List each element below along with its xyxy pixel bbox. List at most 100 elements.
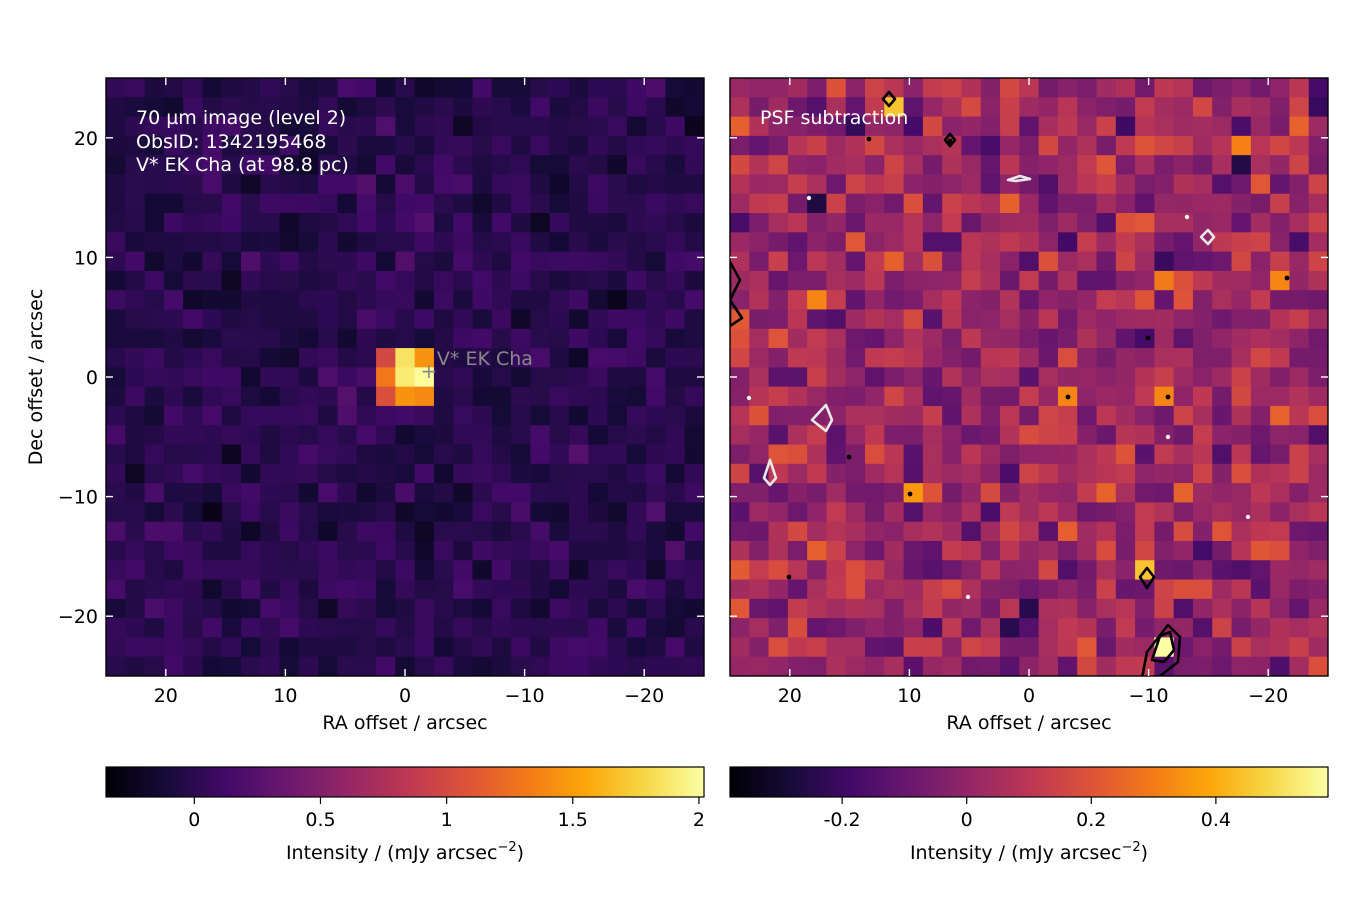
heatmap-pixel (260, 290, 281, 311)
heatmap-pixel (279, 97, 300, 118)
heatmap-pixel (414, 405, 435, 426)
heatmap-pixel (588, 463, 609, 484)
heatmap-pixel (1057, 251, 1078, 272)
heatmap-pixel (980, 174, 1001, 195)
heatmap-pixel (730, 405, 750, 426)
heatmap-pixel (1115, 444, 1136, 465)
heatmap-pixel (1096, 560, 1117, 581)
heatmap-pixel (1250, 502, 1271, 523)
heatmap-pixel (453, 405, 474, 426)
heatmap-pixel (433, 270, 454, 291)
heatmap-pixel (1000, 425, 1020, 446)
heatmap-pixel (942, 444, 963, 465)
heatmap-pixel (845, 232, 866, 253)
psf-annotation: PSF subtraction (760, 107, 908, 129)
heatmap-pixel (1270, 348, 1291, 368)
heatmap-pixel (356, 618, 377, 639)
heatmap-pixel (1096, 348, 1117, 368)
heatmap-pixel (730, 367, 750, 388)
heatmap-pixel (826, 232, 847, 253)
heatmap-pixel (942, 155, 963, 176)
heatmap-pixel (241, 348, 261, 368)
heatmap-pixel (1192, 232, 1213, 253)
heatmap-pixel (626, 386, 647, 407)
heatmap-pixel (665, 290, 686, 311)
heatmap-pixel (768, 502, 789, 523)
heatmap-pixel (768, 348, 789, 368)
heatmap-pixel (826, 155, 847, 176)
heatmap-pixel (1019, 463, 1040, 484)
heatmap-pixel (279, 135, 300, 156)
heatmap-pixel (144, 251, 165, 272)
heatmap-pixel (549, 97, 570, 118)
heatmap-pixel (433, 97, 454, 118)
heatmap-pixel (1038, 579, 1059, 600)
heatmap-pixel (549, 618, 570, 639)
heatmap-pixel (903, 444, 924, 465)
heatmap-pixel (395, 425, 416, 446)
heatmap-pixel (1212, 174, 1233, 195)
heatmap-pixel (241, 367, 261, 388)
heatmap-pixel (260, 502, 281, 523)
heatmap-pixel (922, 251, 943, 272)
heatmap-pixel (665, 540, 686, 561)
heatmap-pixel (749, 232, 770, 253)
heatmap-pixel (453, 579, 474, 600)
heatmap-pixel (356, 425, 377, 446)
heatmap-pixel (1192, 328, 1213, 349)
heatmap-pixel (1250, 290, 1271, 311)
heatmap-pixel (376, 656, 396, 676)
heatmap-pixel (144, 425, 165, 446)
heatmap-pixel (626, 328, 647, 349)
heatmap-pixel (1154, 193, 1175, 214)
heatmap-pixel (626, 540, 647, 561)
heatmap-pixel (588, 213, 609, 233)
heatmap-pixel (980, 444, 1001, 465)
heatmap-pixel (768, 637, 789, 658)
heatmap-pixel (106, 637, 126, 658)
heatmap-pixel (376, 135, 396, 156)
negative-contour-dot (965, 594, 971, 600)
heatmap-pixel (922, 135, 943, 156)
heatmap-pixel (845, 521, 866, 542)
heatmap-pixel (337, 193, 358, 214)
heatmap-pixel (1270, 78, 1291, 98)
heatmap-pixel (1038, 290, 1059, 311)
heatmap-pixel (807, 540, 828, 561)
heatmap-pixel (279, 328, 300, 349)
heatmap-pixel (183, 637, 204, 658)
heatmap-pixel (183, 483, 204, 503)
heatmap-pixel (530, 540, 551, 561)
heatmap-pixel (549, 251, 570, 272)
heatmap-pixel (202, 309, 223, 330)
heatmap-pixel (865, 598, 885, 619)
heatmap-pixel (491, 213, 512, 233)
heatmap-pixel (298, 213, 319, 233)
heatmap-pixel (472, 618, 493, 639)
heatmap-pixel (1135, 618, 1155, 639)
heatmap-pixel (1270, 502, 1291, 523)
heatmap-pixel (684, 656, 704, 676)
heatmap-pixel (395, 155, 416, 176)
heatmap-pixel (1000, 193, 1020, 214)
heatmap-pixel (980, 425, 1001, 446)
heatmap-pixel (845, 155, 866, 176)
heatmap-pixel (491, 579, 512, 600)
heatmap-pixel (749, 540, 770, 561)
heatmap-pixel (646, 328, 667, 349)
heatmap-pixel (845, 348, 866, 368)
heatmap-pixel (1000, 483, 1020, 503)
heatmap-pixel (768, 270, 789, 291)
heatmap-pixel (607, 135, 628, 156)
heatmap-pixel (807, 78, 828, 98)
heatmap-pixel (684, 425, 704, 446)
heatmap-pixel (568, 213, 589, 233)
heatmap-pixel (1192, 290, 1213, 311)
heatmap-pixel (433, 560, 454, 581)
heatmap-pixel (922, 309, 943, 330)
heatmap-pixel (665, 618, 686, 639)
heatmap-pixel (903, 193, 924, 214)
heatmap-pixel (684, 97, 704, 118)
heatmap-pixel (807, 560, 828, 581)
